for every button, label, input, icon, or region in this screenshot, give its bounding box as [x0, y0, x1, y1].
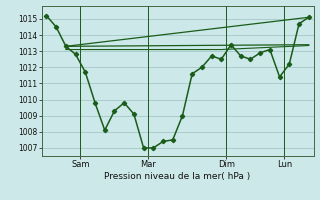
- X-axis label: Pression niveau de la mer( hPa ): Pression niveau de la mer( hPa ): [104, 172, 251, 181]
